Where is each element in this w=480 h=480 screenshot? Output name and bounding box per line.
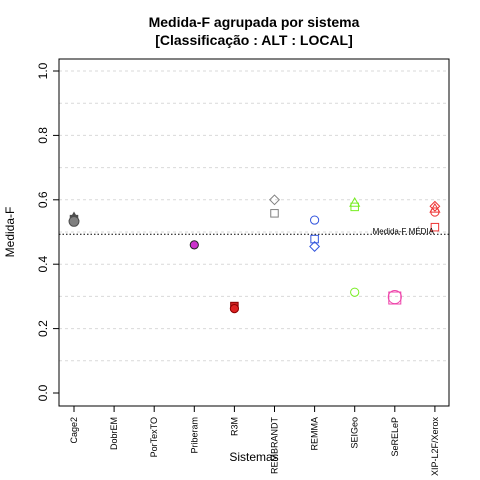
data-point xyxy=(429,200,441,212)
y-axis-label: Medida-F xyxy=(3,207,17,258)
data-point xyxy=(388,291,402,305)
y-tick-label: 0.2 xyxy=(36,320,50,337)
x-tick-label: PorTexTO xyxy=(149,417,159,457)
x-tick-label: R3M xyxy=(229,417,239,436)
x-tick-label: XIP-L2F/Xerox xyxy=(430,417,440,477)
data-point xyxy=(429,202,441,213)
chart-title-line-2: [Classificação : ALT : LOCAL] xyxy=(155,32,353,48)
data-point xyxy=(430,207,440,217)
y-tick-label: 1.0 xyxy=(36,62,50,79)
x-tick-label: SeRELeP xyxy=(390,417,400,457)
y-tick-label: 0.8 xyxy=(36,127,50,144)
grid-lines xyxy=(59,70,449,362)
data-point xyxy=(189,240,199,250)
data-point xyxy=(350,202,359,212)
x-axis-label: Sistemas xyxy=(229,450,278,464)
data-point xyxy=(269,194,280,206)
data-point xyxy=(310,215,320,225)
data-point xyxy=(350,287,360,297)
reference-line-label: Medida-F MÉDIA xyxy=(373,227,435,236)
data-points xyxy=(68,194,441,314)
data-point xyxy=(430,222,440,232)
x-axis: Cage2 DobrEM PorTexTO Priberam R3M REMBRANDT R… xyxy=(69,406,440,476)
x-tick-label: Priberam xyxy=(189,417,199,454)
x-tick-label: REMBRANDT xyxy=(270,417,280,475)
x-tick-label: REMMA xyxy=(310,417,320,451)
y-axis: 0.0 0.2 0.4 0.6 0.8 1.0 xyxy=(36,62,59,401)
y-tick-label: 0.6 xyxy=(36,191,50,208)
plot-frame xyxy=(58,58,450,407)
data-point xyxy=(68,215,80,227)
y-tick-label: 0.4 xyxy=(36,256,50,273)
x-tick-label: DobrEM xyxy=(109,417,119,450)
data-point xyxy=(310,234,319,244)
chart-title-line-1: Medida-F agrupada por sistema xyxy=(149,14,360,30)
x-tick-label: Cage2 xyxy=(69,417,79,444)
data-point xyxy=(349,197,361,207)
x-tick-label: SEIGeo xyxy=(350,417,360,449)
data-point xyxy=(229,304,239,314)
y-tick-label: 0.0 xyxy=(36,384,50,401)
data-point xyxy=(309,241,321,252)
data-point xyxy=(270,209,279,218)
